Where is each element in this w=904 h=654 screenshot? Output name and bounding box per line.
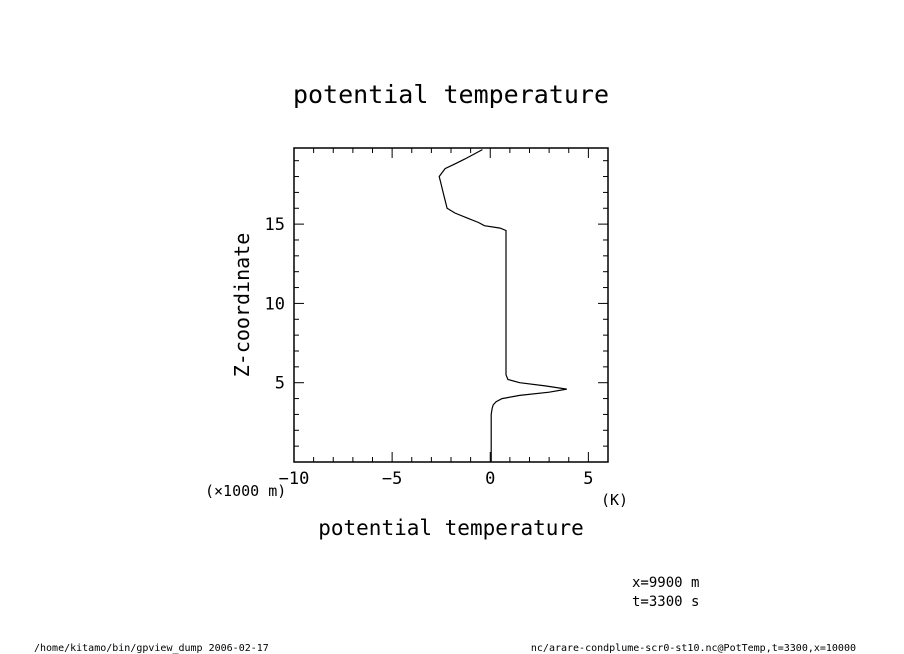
footer-right-source: nc/arare-condplume-scr0-st10.nc@PotTemp,… bbox=[531, 643, 856, 654]
x-axis-label: potential temperature bbox=[318, 516, 584, 540]
y-axis-units: (×1000 m) bbox=[205, 482, 286, 500]
chart-title: potential temperature bbox=[293, 80, 609, 109]
x-tick-label: 0 bbox=[485, 469, 495, 489]
x-tick-label: −5 bbox=[382, 469, 402, 489]
x-axis-units: (K) bbox=[601, 491, 628, 509]
x-tick-labels: −10 −5 0 5 bbox=[279, 469, 594, 489]
info-t: t=3300 s bbox=[632, 594, 699, 610]
minor-ticks bbox=[294, 148, 609, 463]
plot-frame bbox=[293, 147, 609, 463]
y-axis-label: Z-coordinate bbox=[230, 233, 254, 378]
series-line bbox=[438, 149, 567, 462]
info-x: x=9900 m bbox=[632, 575, 699, 591]
major-ticks bbox=[293, 148, 608, 462]
y-tick-label: 15 bbox=[265, 215, 285, 235]
y-tick-label: 10 bbox=[265, 294, 285, 314]
y-tick-labels: 5 10 15 bbox=[265, 215, 285, 394]
footer-left-path: /home/kitamo/bin/gpview_dump 2006-02-17 bbox=[34, 643, 269, 654]
x-tick-label: −10 bbox=[279, 469, 310, 489]
y-tick-label: 5 bbox=[275, 374, 285, 394]
x-tick-label: 5 bbox=[583, 469, 593, 489]
